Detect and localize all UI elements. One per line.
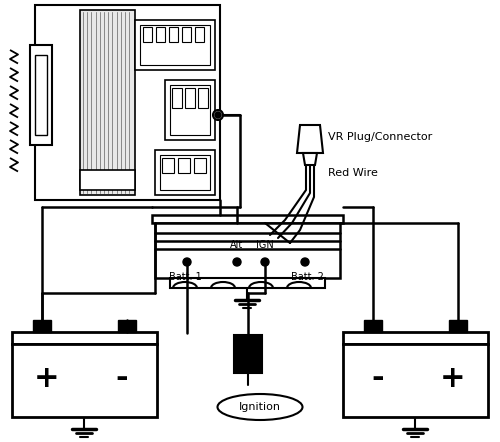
- Bar: [152, 215, 343, 223]
- Bar: [172, 88, 182, 108]
- Text: Ignition: Ignition: [239, 402, 281, 412]
- Bar: [80, 10, 135, 195]
- Bar: [118, 320, 136, 332]
- Bar: [12, 344, 157, 417]
- Bar: [195, 27, 204, 42]
- Bar: [194, 158, 206, 173]
- Bar: [170, 278, 325, 288]
- Bar: [155, 223, 340, 278]
- Circle shape: [216, 113, 220, 117]
- Text: VR Plug/Connector: VR Plug/Connector: [328, 132, 432, 142]
- Text: -: -: [116, 364, 128, 393]
- Bar: [143, 27, 152, 42]
- Text: -: -: [372, 364, 384, 393]
- Circle shape: [183, 258, 191, 266]
- Bar: [170, 85, 210, 135]
- Circle shape: [213, 110, 223, 120]
- Bar: [185, 88, 195, 108]
- Bar: [33, 320, 51, 332]
- Bar: [140, 25, 210, 65]
- Bar: [160, 155, 210, 190]
- Bar: [364, 320, 382, 332]
- Circle shape: [261, 258, 269, 266]
- Bar: [30, 45, 52, 145]
- Bar: [343, 332, 488, 344]
- Circle shape: [233, 258, 241, 266]
- Text: IGN: IGN: [256, 240, 274, 250]
- Bar: [12, 332, 157, 344]
- Bar: [343, 344, 488, 417]
- Bar: [135, 20, 215, 70]
- Polygon shape: [303, 153, 317, 165]
- Bar: [156, 27, 165, 42]
- Bar: [155, 150, 215, 195]
- Text: +: +: [440, 364, 466, 393]
- Bar: [182, 27, 191, 42]
- Polygon shape: [297, 125, 323, 153]
- Text: Batt. 2: Batt. 2: [290, 272, 324, 282]
- Bar: [449, 320, 467, 332]
- Bar: [169, 27, 178, 42]
- Bar: [80, 170, 135, 190]
- Circle shape: [215, 112, 221, 118]
- Bar: [198, 88, 208, 108]
- Text: +: +: [34, 364, 60, 393]
- Bar: [35, 5, 220, 200]
- Bar: [178, 158, 190, 173]
- Circle shape: [301, 258, 309, 266]
- Bar: [162, 158, 174, 173]
- Text: Alt: Alt: [230, 240, 243, 250]
- Bar: [35, 55, 47, 135]
- Bar: [234, 335, 262, 373]
- Bar: [165, 80, 215, 140]
- Text: Batt. 1: Batt. 1: [168, 272, 202, 282]
- Text: Red Wire: Red Wire: [328, 168, 378, 178]
- Ellipse shape: [218, 394, 302, 420]
